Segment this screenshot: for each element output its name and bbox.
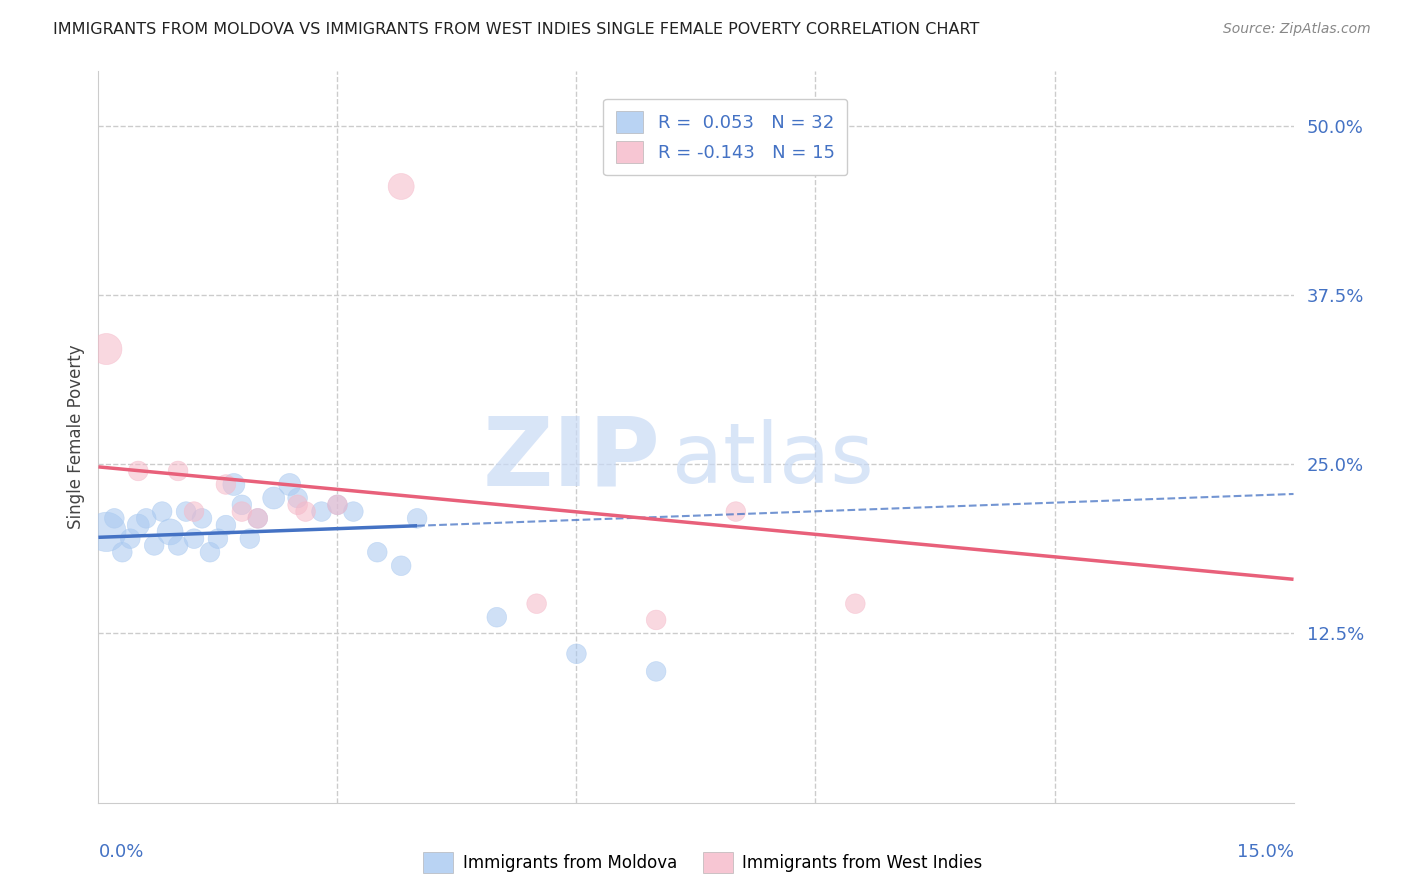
Text: 0.0%: 0.0% xyxy=(98,843,143,861)
Point xyxy=(389,179,412,194)
Point xyxy=(389,558,412,573)
Point xyxy=(645,665,668,679)
Text: 15.0%: 15.0% xyxy=(1236,843,1294,861)
Point xyxy=(198,545,221,559)
Text: ZIP: ZIP xyxy=(482,412,661,506)
Point xyxy=(326,498,349,512)
Point xyxy=(183,532,205,546)
Point xyxy=(844,597,866,611)
Point xyxy=(215,477,238,491)
Point xyxy=(96,342,118,356)
Point xyxy=(120,532,142,546)
Point xyxy=(111,545,134,559)
Point xyxy=(159,524,181,539)
Point xyxy=(150,505,173,519)
Point xyxy=(246,511,269,525)
Point xyxy=(143,538,166,552)
Point xyxy=(406,511,429,525)
Point xyxy=(239,532,262,546)
Point xyxy=(207,532,229,546)
Point xyxy=(103,511,125,525)
Point xyxy=(294,505,316,519)
Point xyxy=(215,518,238,533)
Point xyxy=(526,597,548,611)
Point xyxy=(222,477,245,491)
Point xyxy=(724,505,747,519)
Point xyxy=(645,613,668,627)
Point xyxy=(127,518,149,533)
Point xyxy=(191,511,214,525)
Legend: R =  0.053   N = 32, R = -0.143   N = 15: R = 0.053 N = 32, R = -0.143 N = 15 xyxy=(603,99,848,175)
Point xyxy=(342,505,364,519)
Point xyxy=(231,505,253,519)
Point xyxy=(565,647,588,661)
Point xyxy=(167,538,190,552)
Y-axis label: Single Female Poverty: Single Female Poverty xyxy=(66,345,84,529)
Point xyxy=(167,464,190,478)
Legend: Immigrants from Moldova, Immigrants from West Indies: Immigrants from Moldova, Immigrants from… xyxy=(416,846,990,880)
Text: atlas: atlas xyxy=(672,418,873,500)
Point xyxy=(135,511,157,525)
Point xyxy=(366,545,388,559)
Point xyxy=(326,498,349,512)
Text: Source: ZipAtlas.com: Source: ZipAtlas.com xyxy=(1223,22,1371,37)
Point xyxy=(246,511,269,525)
Point xyxy=(287,491,309,505)
Point xyxy=(183,505,205,519)
Point xyxy=(174,505,197,519)
Point xyxy=(96,524,118,539)
Point xyxy=(127,464,149,478)
Point xyxy=(263,491,285,505)
Point xyxy=(278,477,301,491)
Point xyxy=(287,498,309,512)
Text: IMMIGRANTS FROM MOLDOVA VS IMMIGRANTS FROM WEST INDIES SINGLE FEMALE POVERTY COR: IMMIGRANTS FROM MOLDOVA VS IMMIGRANTS FR… xyxy=(53,22,980,37)
Point xyxy=(485,610,508,624)
Point xyxy=(231,498,253,512)
Point xyxy=(311,505,333,519)
